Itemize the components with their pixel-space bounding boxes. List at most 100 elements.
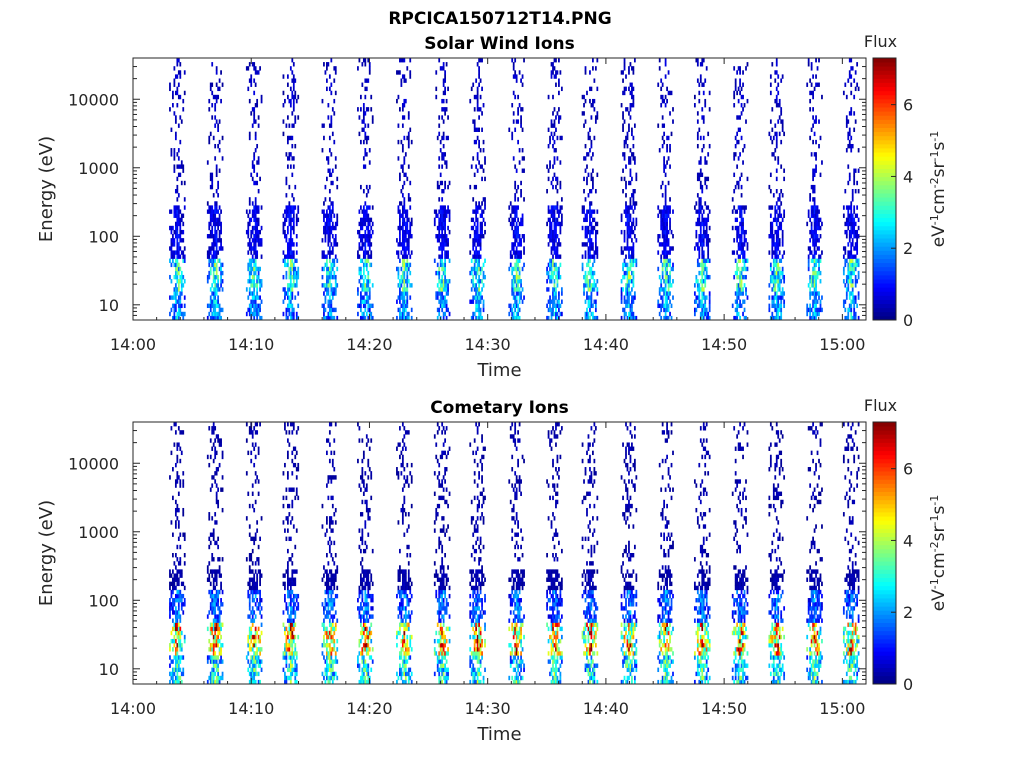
heatmap-cell bbox=[397, 242, 400, 247]
heatmap-cell bbox=[552, 307, 554, 313]
heatmap-cell bbox=[521, 299, 524, 304]
heatmap-cell bbox=[215, 283, 218, 288]
heatmap-cell bbox=[247, 66, 250, 71]
heatmap-cell bbox=[696, 143, 699, 149]
heatmap-cell bbox=[482, 139, 485, 145]
heatmap-cell bbox=[172, 94, 174, 100]
heatmap-cell bbox=[772, 303, 775, 309]
heatmap-cell bbox=[444, 250, 447, 255]
heatmap-cell bbox=[629, 246, 632, 251]
heatmap-cell bbox=[176, 221, 179, 227]
colorbar-segment bbox=[873, 160, 896, 165]
heatmap-cell bbox=[289, 242, 292, 247]
heatmap-cell bbox=[248, 98, 251, 104]
heatmap-cell bbox=[409, 70, 412, 75]
heatmap-cell bbox=[842, 246, 845, 251]
heatmap-cell bbox=[292, 279, 295, 284]
heatmap-cell bbox=[620, 246, 623, 251]
heatmap-cell bbox=[180, 655, 183, 660]
heatmap-cell bbox=[179, 643, 182, 648]
heatmap-cell bbox=[321, 148, 324, 153]
heatmap-cell bbox=[245, 229, 248, 235]
heatmap-cell bbox=[169, 311, 171, 317]
heatmap-cell bbox=[701, 279, 704, 284]
heatmap-cell bbox=[518, 70, 521, 75]
heatmap-cell bbox=[815, 168, 817, 173]
heatmap-cell bbox=[473, 287, 476, 292]
x-tick-label: 14:20 bbox=[346, 335, 392, 354]
heatmap-cell bbox=[854, 315, 857, 321]
heatmap-cell bbox=[176, 238, 179, 243]
heatmap-cell bbox=[358, 115, 361, 120]
heatmap-cell bbox=[704, 180, 707, 186]
heatmap-cell bbox=[848, 274, 851, 280]
heatmap-cell bbox=[589, 189, 591, 194]
heatmap-cell bbox=[810, 184, 813, 190]
heatmap-cell bbox=[257, 221, 260, 227]
heatmap-cell bbox=[857, 258, 860, 263]
heatmap-cell bbox=[409, 254, 412, 259]
heatmap-cell bbox=[472, 119, 475, 124]
heatmap-cell bbox=[211, 115, 214, 120]
heatmap-cell bbox=[183, 634, 186, 640]
heatmap-cell bbox=[475, 291, 478, 296]
heatmap-cell bbox=[693, 291, 696, 296]
heatmap-cell bbox=[371, 115, 374, 120]
heatmap-cell bbox=[781, 127, 784, 132]
heatmap-cell bbox=[176, 675, 179, 681]
heatmap-cell bbox=[177, 569, 180, 574]
heatmap-cell bbox=[546, 221, 548, 227]
heatmap-cell bbox=[218, 303, 221, 309]
heatmap-cell bbox=[328, 221, 331, 227]
heatmap-cell bbox=[212, 426, 215, 431]
heatmap-cell bbox=[701, 258, 704, 263]
heatmap-cell bbox=[658, 66, 661, 71]
heatmap-cell bbox=[625, 303, 627, 309]
heatmap-cell bbox=[286, 115, 289, 120]
heatmap-cell bbox=[484, 274, 486, 280]
heatmap-cell bbox=[815, 250, 817, 255]
heatmap-cell bbox=[590, 156, 593, 161]
heatmap-cell bbox=[514, 234, 517, 239]
heatmap-cell bbox=[327, 103, 330, 108]
heatmap-cell bbox=[628, 250, 630, 255]
heatmap-cell bbox=[623, 176, 626, 182]
heatmap-cell bbox=[482, 303, 485, 309]
heatmap-cell bbox=[445, 98, 448, 104]
heatmap-cell bbox=[364, 94, 367, 100]
heatmap-cell bbox=[628, 180, 630, 186]
heatmap-cell bbox=[813, 205, 816, 210]
heatmap-cell bbox=[256, 307, 259, 313]
heatmap-cell bbox=[176, 262, 179, 268]
heatmap-cell bbox=[845, 94, 848, 100]
heatmap-cell bbox=[736, 287, 739, 292]
heatmap-cell bbox=[628, 66, 630, 71]
heatmap-cell bbox=[331, 221, 334, 227]
heatmap-cell bbox=[699, 180, 702, 186]
heatmap-cell bbox=[177, 442, 180, 447]
heatmap-cell bbox=[439, 217, 442, 223]
heatmap-cell bbox=[774, 209, 777, 214]
heatmap-cell bbox=[217, 221, 220, 227]
heatmap-cell bbox=[401, 246, 404, 251]
heatmap-cell bbox=[626, 225, 629, 231]
colorbar-segment bbox=[873, 205, 896, 210]
heatmap-cell bbox=[182, 430, 185, 435]
heatmap-cell bbox=[736, 115, 739, 120]
heatmap-cell bbox=[661, 234, 664, 239]
heatmap-cell bbox=[509, 307, 512, 313]
heatmap-cell bbox=[364, 274, 367, 280]
heatmap-cell bbox=[737, 225, 740, 231]
heatmap-cell bbox=[807, 209, 810, 214]
heatmap-cell bbox=[777, 119, 780, 124]
heatmap-cell bbox=[777, 225, 780, 231]
heatmap-cell bbox=[288, 201, 291, 206]
heatmap-cell bbox=[176, 614, 179, 619]
heatmap-cell bbox=[810, 250, 813, 255]
heatmap-cell bbox=[250, 250, 253, 255]
heatmap-cell bbox=[438, 299, 441, 304]
heatmap-cell bbox=[183, 602, 186, 607]
heatmap-cell bbox=[367, 287, 370, 292]
heatmap-cell bbox=[695, 242, 698, 247]
heatmap-cell bbox=[330, 270, 333, 276]
